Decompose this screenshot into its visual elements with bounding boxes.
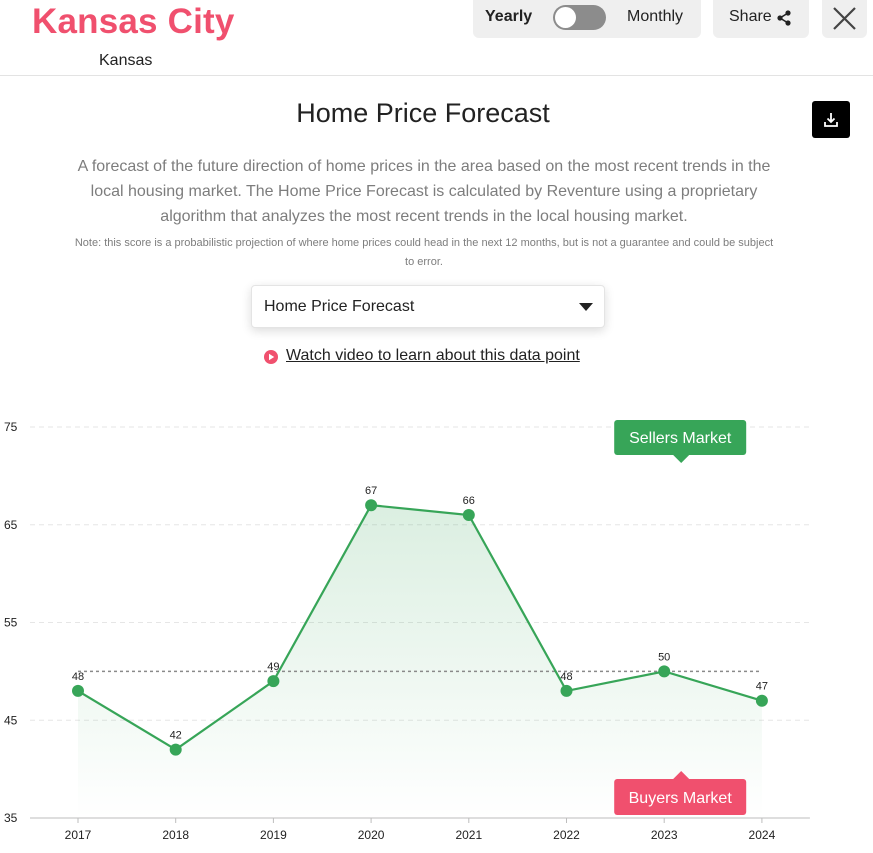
toggle-monthly-label[interactable]: Monthly xyxy=(627,8,684,25)
y-tick-label: 75 xyxy=(4,420,18,434)
period-toggle-switch[interactable] xyxy=(553,5,606,30)
caret-down-icon xyxy=(579,303,593,311)
close-button[interactable] xyxy=(822,0,867,38)
data-point[interactable] xyxy=(560,684,573,697)
y-tick-label: 45 xyxy=(4,713,18,727)
forecast-chart: 48 42 49 67 66 48 50 47 35 45 55 65 75 2017 2018 2019 2… xyxy=(4,420,810,842)
x-tick-label: 2023 xyxy=(651,828,678,842)
data-point[interactable] xyxy=(755,694,768,707)
header: Kansas City Kansas Yearly Monthly Share xyxy=(0,0,873,76)
sellers-market-label: Sellers Market xyxy=(629,430,732,447)
series-line xyxy=(77,504,763,751)
metric-select[interactable]: Home Price Forecast xyxy=(251,285,605,328)
data-label: 66 xyxy=(463,495,475,507)
data-point[interactable] xyxy=(658,665,671,678)
city-title: Kansas City xyxy=(32,2,235,41)
x-tick-label: 2020 xyxy=(358,828,385,842)
toggle-yearly-label[interactable]: Yearly xyxy=(485,8,533,25)
buyers-market-label: Buyers Market xyxy=(629,790,733,807)
data-label: 49 xyxy=(267,661,279,673)
section-title: Home Price Forecast xyxy=(296,98,550,128)
state-subtitle: Kansas xyxy=(99,52,153,69)
download-icon xyxy=(824,113,838,127)
share-label: Share xyxy=(729,8,772,25)
sellers-market-badge: Sellers Market xyxy=(614,420,747,463)
share-button[interactable]: Share xyxy=(713,0,809,38)
y-tick-label: 65 xyxy=(4,518,18,532)
toggle-knob xyxy=(555,7,576,28)
data-point[interactable] xyxy=(72,684,84,697)
data-point[interactable] xyxy=(169,743,182,756)
data-label: 50 xyxy=(658,651,670,663)
data-label: 42 xyxy=(170,730,182,742)
share-icon xyxy=(777,10,791,26)
y-tick-label: 55 xyxy=(4,616,18,630)
x-tick-label: 2024 xyxy=(749,828,776,842)
close-icon xyxy=(833,7,856,30)
data-label: 48 xyxy=(560,671,572,683)
series-area xyxy=(78,505,762,818)
data-label: 48 xyxy=(72,671,84,683)
watch-video-link[interactable]: Watch video to learn about this data poi… xyxy=(286,347,580,364)
x-tick-label: 2019 xyxy=(260,828,287,842)
data-point[interactable] xyxy=(365,499,378,512)
data-label: 67 xyxy=(365,485,377,497)
x-tick-label: 2022 xyxy=(553,828,580,842)
play-circle-icon[interactable] xyxy=(264,350,278,364)
section-description: A forecast of the future direction of ho… xyxy=(77,158,771,225)
download-button[interactable] xyxy=(812,101,850,138)
buyers-market-badge: Buyers Market xyxy=(614,771,747,815)
x-tick-label: 2021 xyxy=(455,828,482,842)
period-toggle: Yearly Monthly xyxy=(473,0,701,38)
data-point[interactable] xyxy=(462,508,475,521)
x-tick-label: 2017 xyxy=(65,828,92,842)
y-tick-label: 35 xyxy=(4,811,18,825)
disclaimer-note: Note: this score is a probabilistic proj… xyxy=(74,237,774,268)
data-point[interactable] xyxy=(267,675,280,688)
data-label: 47 xyxy=(756,681,768,693)
x-tick-label: 2018 xyxy=(162,828,189,842)
metric-select-value: Home Price Forecast xyxy=(264,298,415,315)
